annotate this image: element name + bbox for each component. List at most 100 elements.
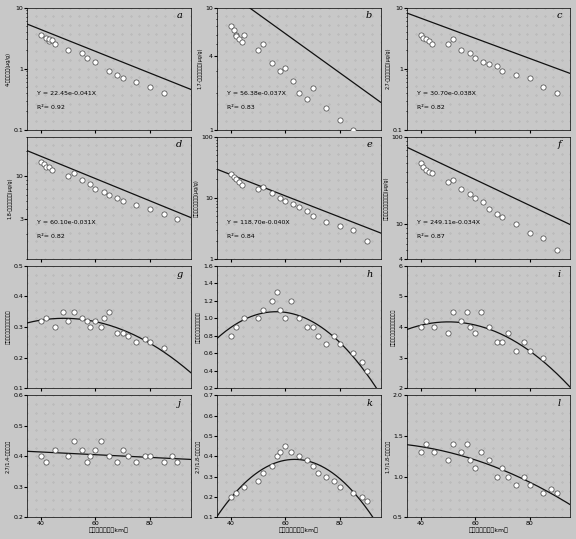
Point: [48, 443, 58, 452]
Point: [273, 73, 282, 81]
Point: [437, 314, 446, 323]
Point: [548, 279, 558, 288]
Point: [31, 279, 40, 288]
Point: [497, 296, 506, 305]
Point: [488, 211, 498, 219]
Point: [57, 167, 66, 176]
Point: [169, 305, 178, 314]
Point: [403, 426, 412, 434]
Point: [548, 3, 558, 12]
Point: [454, 314, 463, 323]
Point: [186, 487, 195, 495]
Point: [152, 261, 161, 270]
Point: [437, 158, 446, 167]
Point: [480, 38, 489, 47]
Point: [324, 340, 334, 349]
Point: [506, 108, 515, 116]
Point: [126, 56, 135, 64]
Point: [282, 150, 291, 158]
Point: [298, 288, 308, 296]
Point: [471, 176, 480, 185]
Point: [411, 367, 420, 375]
Point: [307, 452, 316, 460]
Point: [92, 340, 101, 349]
Point: [23, 202, 32, 211]
Point: [357, 493, 366, 501]
Point: [471, 426, 480, 434]
Point: [267, 462, 276, 471]
Point: [506, 133, 515, 141]
Point: [177, 296, 187, 305]
Point: [240, 30, 249, 39]
Point: [282, 261, 291, 270]
Point: [497, 384, 506, 392]
Point: [177, 254, 187, 263]
Point: [437, 220, 446, 229]
Point: [454, 56, 463, 64]
Point: [566, 126, 575, 134]
Point: [548, 426, 558, 434]
Point: [213, 323, 222, 331]
Point: [186, 150, 195, 158]
Point: [213, 487, 222, 495]
Point: [273, 220, 282, 229]
Point: [298, 56, 308, 64]
X-axis label: 相对运移距离（km）: 相对运移距离（km）: [279, 528, 319, 534]
Point: [290, 409, 299, 417]
Point: [302, 323, 312, 331]
Point: [290, 271, 299, 279]
Point: [566, 229, 575, 237]
Point: [298, 220, 308, 229]
Point: [213, 220, 222, 229]
Point: [532, 375, 541, 384]
Point: [23, 220, 32, 229]
Point: [419, 505, 429, 513]
Point: [232, 323, 241, 331]
Point: [221, 409, 230, 417]
Point: [169, 296, 178, 305]
Point: [540, 478, 550, 487]
Point: [480, 141, 489, 150]
Point: [359, 357, 368, 366]
Point: [411, 426, 420, 434]
Point: [169, 99, 178, 108]
Point: [419, 452, 429, 460]
Point: [247, 340, 256, 349]
Point: [247, 461, 256, 469]
Point: [264, 194, 274, 202]
Point: [177, 261, 187, 270]
Point: [498, 67, 507, 75]
Point: [548, 288, 558, 296]
Point: [126, 82, 135, 91]
Point: [273, 126, 282, 134]
Point: [506, 185, 515, 194]
Point: [411, 434, 420, 443]
Point: [506, 367, 515, 375]
Point: [177, 323, 187, 331]
Point: [66, 20, 75, 29]
Point: [23, 38, 32, 47]
Point: [40, 331, 49, 340]
Point: [169, 220, 178, 229]
Point: [126, 487, 135, 495]
Point: [307, 141, 316, 150]
Point: [463, 158, 472, 167]
Point: [100, 279, 109, 288]
Point: [480, 384, 489, 392]
Point: [411, 417, 420, 426]
Point: [367, 220, 377, 229]
Point: [333, 158, 342, 167]
Point: [437, 91, 446, 99]
Point: [350, 391, 359, 399]
Point: [161, 133, 170, 141]
Point: [430, 323, 439, 331]
Point: [23, 167, 32, 176]
Point: [31, 443, 40, 452]
Point: [457, 46, 466, 54]
Point: [290, 237, 299, 246]
Point: [48, 495, 58, 504]
Point: [557, 220, 566, 229]
Point: [143, 82, 153, 91]
Point: [419, 211, 429, 219]
Point: [83, 261, 92, 270]
